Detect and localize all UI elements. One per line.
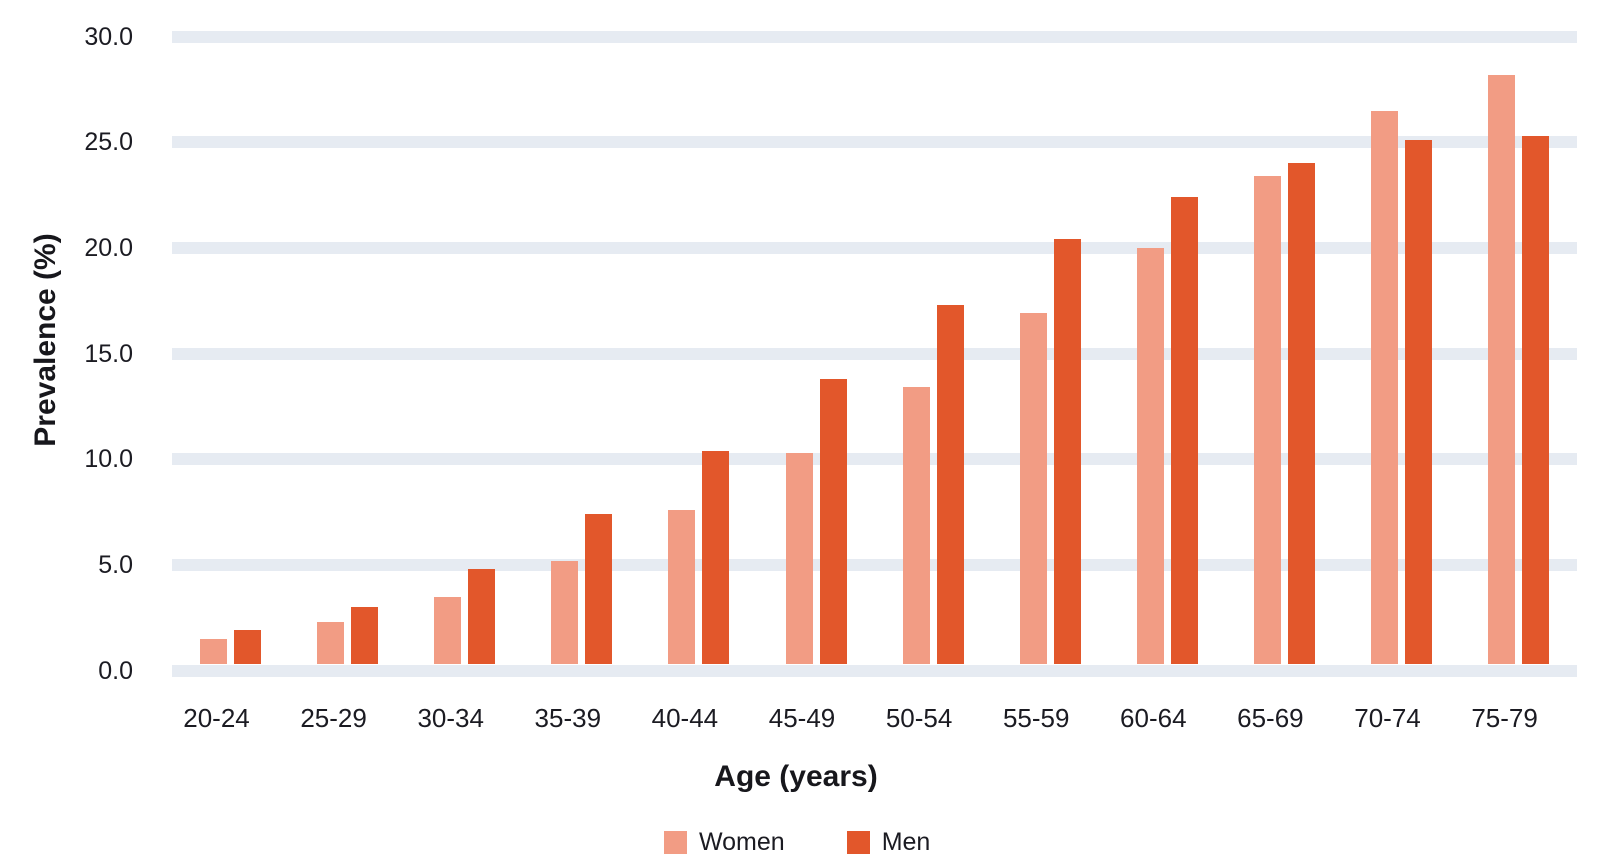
x-tick-label: 30-34: [417, 703, 484, 733]
legend-label-women: Women: [699, 828, 785, 856]
y-tick-label: 20.0: [84, 233, 133, 262]
x-tick-label: 55-59: [1002, 703, 1070, 733]
men-bar: [468, 569, 496, 664]
women-bar: [317, 621, 345, 664]
gridline: [172, 664, 1577, 677]
men-bar: [1053, 239, 1081, 664]
women-bar: [1019, 313, 1047, 664]
gridline: [172, 30, 1577, 43]
men-bar: [1405, 140, 1432, 664]
men-bar: [702, 450, 730, 664]
women-bar: [1488, 74, 1516, 664]
men-bar: [819, 378, 847, 664]
legend-label-men: Men: [881, 828, 931, 856]
legend-swatch-men: [846, 831, 870, 854]
legend-item-men: Men: [846, 828, 931, 857]
men-bar: [1170, 197, 1198, 664]
x-tick-label: 35-39: [534, 703, 602, 733]
x-tick-label: 20-24: [183, 703, 250, 733]
x-axis-title: Age (years): [714, 760, 878, 793]
y-tick-label: 5.0: [98, 550, 133, 579]
x-tick-label: 75-79: [1471, 703, 1538, 733]
men-bar: [1522, 135, 1550, 664]
gridline: [172, 558, 1577, 571]
x-tick-label: 40-44: [651, 703, 719, 733]
men-bar: [351, 607, 379, 664]
men-bar: [585, 514, 613, 664]
x-tick-label: 65-69: [1237, 703, 1304, 733]
men-bar: [936, 304, 964, 664]
women-bar: [551, 560, 579, 664]
gridline: [172, 347, 1577, 360]
women-bar: [785, 452, 813, 664]
gridline: [172, 136, 1577, 149]
x-tick-label: 60-64: [1120, 703, 1187, 733]
y-tick-label: 15.0: [84, 339, 133, 368]
women-bar: [1253, 176, 1281, 664]
y-tick-label: 10.0: [84, 445, 133, 474]
x-tick-label: 70-74: [1354, 703, 1421, 733]
y-tick-label: 30.0: [84, 22, 133, 51]
legend-item-women: Women: [664, 828, 785, 857]
women-bar: [434, 596, 462, 664]
legend: Women Men: [664, 828, 930, 857]
men-bar: [234, 630, 261, 664]
women-bar: [1371, 110, 1398, 664]
women-bar: [668, 509, 696, 664]
women-bar: [1136, 247, 1164, 664]
men-bar: [1287, 163, 1315, 664]
x-tick-label: 45-49: [768, 703, 836, 733]
legend-swatch-women: [664, 831, 687, 854]
x-tick-label: 25-29: [300, 703, 367, 733]
y-tick-label: 25.0: [84, 128, 133, 157]
x-tick-label: 50-54: [885, 703, 953, 733]
gridline: [172, 453, 1577, 466]
gridline: [172, 241, 1577, 254]
y-tick-label: 0.0: [98, 656, 133, 685]
women-bar: [902, 387, 930, 664]
women-bar: [200, 638, 227, 664]
